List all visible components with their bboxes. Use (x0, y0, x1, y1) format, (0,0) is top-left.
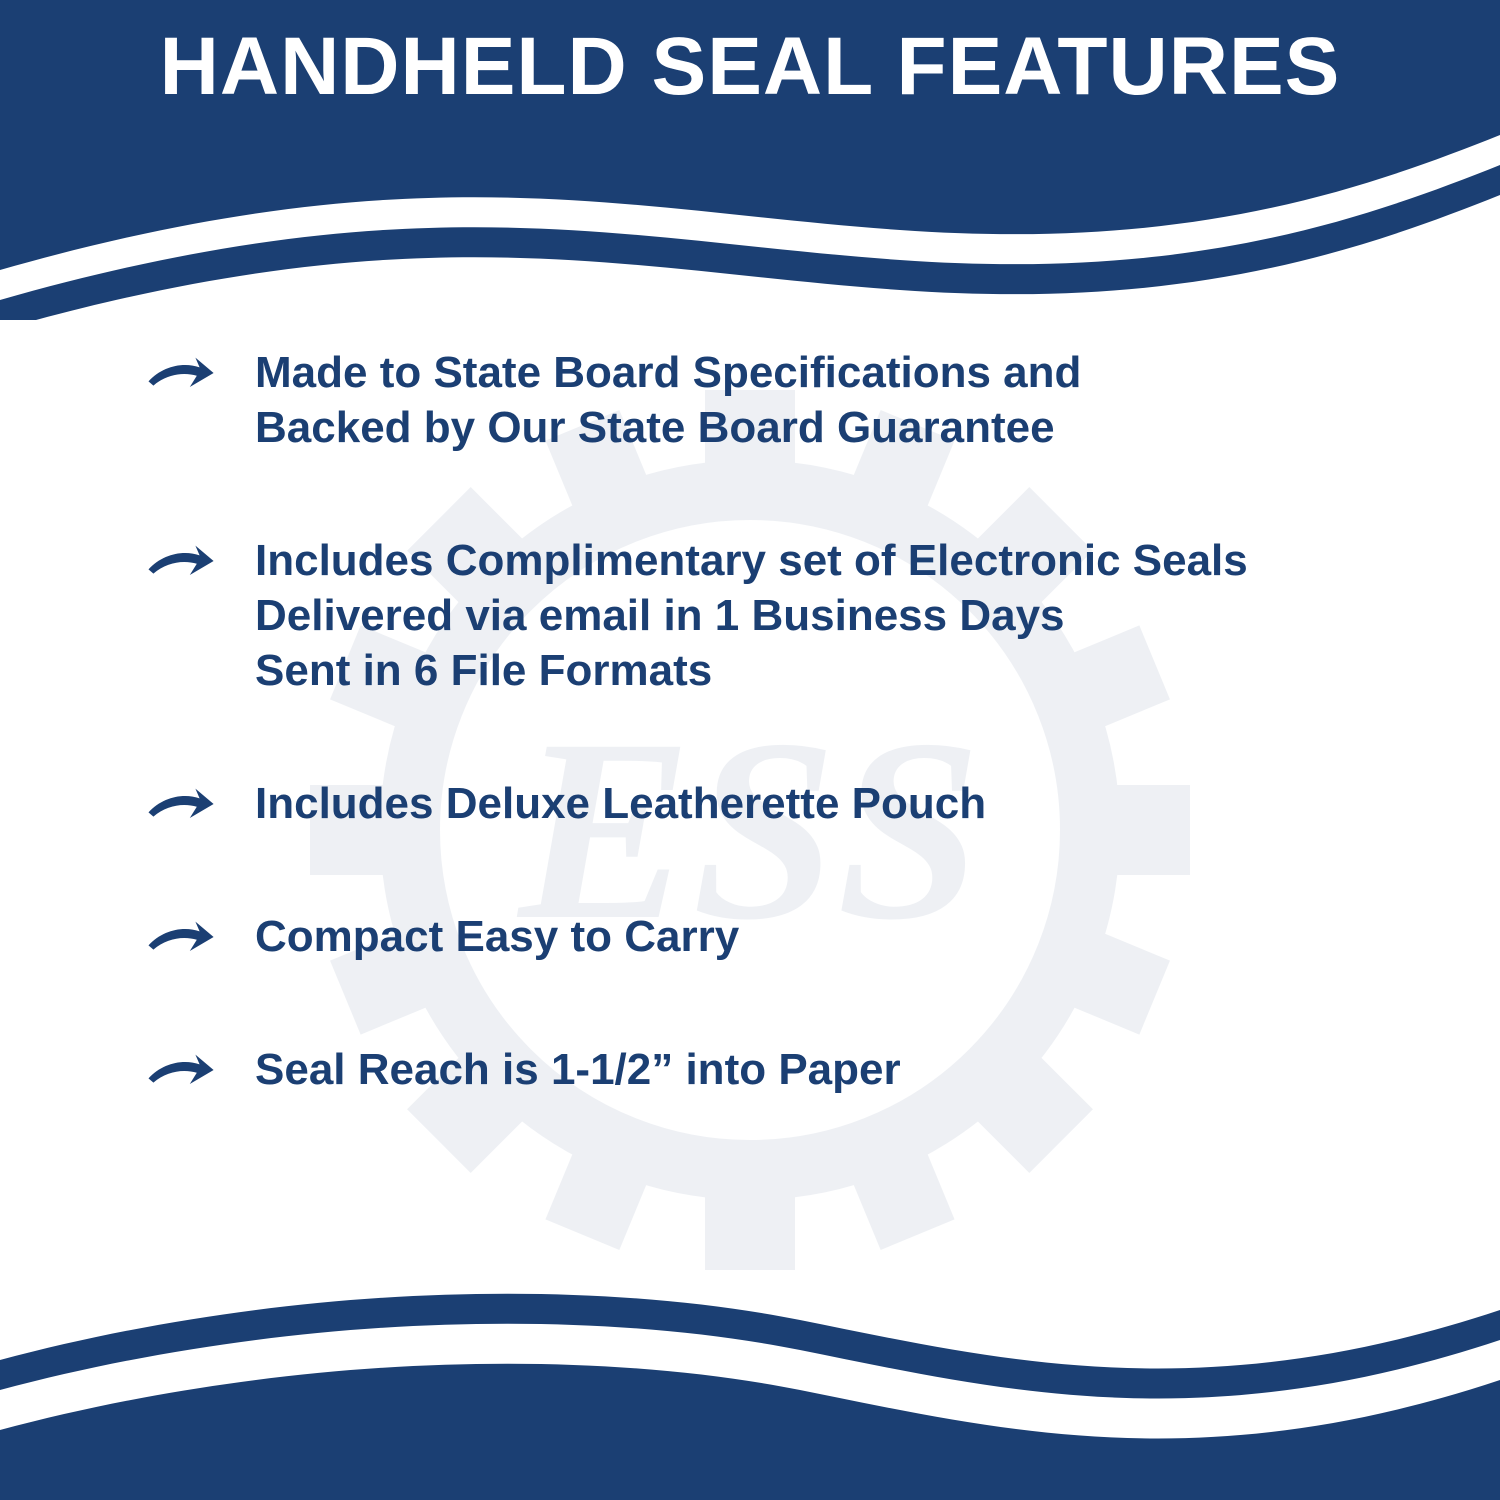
feature-text: Includes Deluxe Leatherette Pouch (255, 776, 986, 831)
arrow-right-icon (145, 913, 215, 961)
page-title: HANDHELD SEAL FEATURES (0, 0, 1500, 114)
header-band: HANDHELD SEAL FEATURES (0, 0, 1500, 320)
feature-text-line: Backed by Our State Board Guarantee (255, 400, 1081, 455)
feature-item: Seal Reach is 1-1/2” into Paper (145, 1042, 1420, 1097)
feature-text: Includes Complimentary set of Electronic… (255, 533, 1248, 698)
feature-text-line: Compact Easy to Carry (255, 909, 739, 964)
feature-item: Includes Deluxe Leatherette Pouch (145, 776, 1420, 831)
feature-text-line: Delivered via email in 1 Business Days (255, 588, 1248, 643)
feature-item: Compact Easy to Carry (145, 909, 1420, 964)
arrow-right-icon (145, 1046, 215, 1094)
arrow-right-icon (145, 780, 215, 828)
feature-item: Includes Complimentary set of Electronic… (145, 533, 1420, 698)
feature-text: Made to State Board Specifications andBa… (255, 345, 1081, 455)
feature-text: Compact Easy to Carry (255, 909, 739, 964)
feature-text-line: Made to State Board Specifications and (255, 345, 1081, 400)
infographic-canvas: HANDHELD SEAL FEATURES (0, 0, 1500, 1500)
feature-text: Seal Reach is 1-1/2” into Paper (255, 1042, 901, 1097)
feature-item: Made to State Board Specifications andBa… (145, 345, 1420, 455)
footer-wave-shape (0, 1250, 1500, 1500)
arrow-right-icon (145, 537, 215, 585)
feature-list: Made to State Board Specifications andBa… (145, 345, 1420, 1175)
feature-text-line: Includes Complimentary set of Electronic… (255, 533, 1248, 588)
feature-text-line: Includes Deluxe Leatherette Pouch (255, 776, 986, 831)
feature-text-line: Seal Reach is 1-1/2” into Paper (255, 1042, 901, 1097)
arrow-right-icon (145, 349, 215, 397)
feature-text-line: Sent in 6 File Formats (255, 643, 1248, 698)
